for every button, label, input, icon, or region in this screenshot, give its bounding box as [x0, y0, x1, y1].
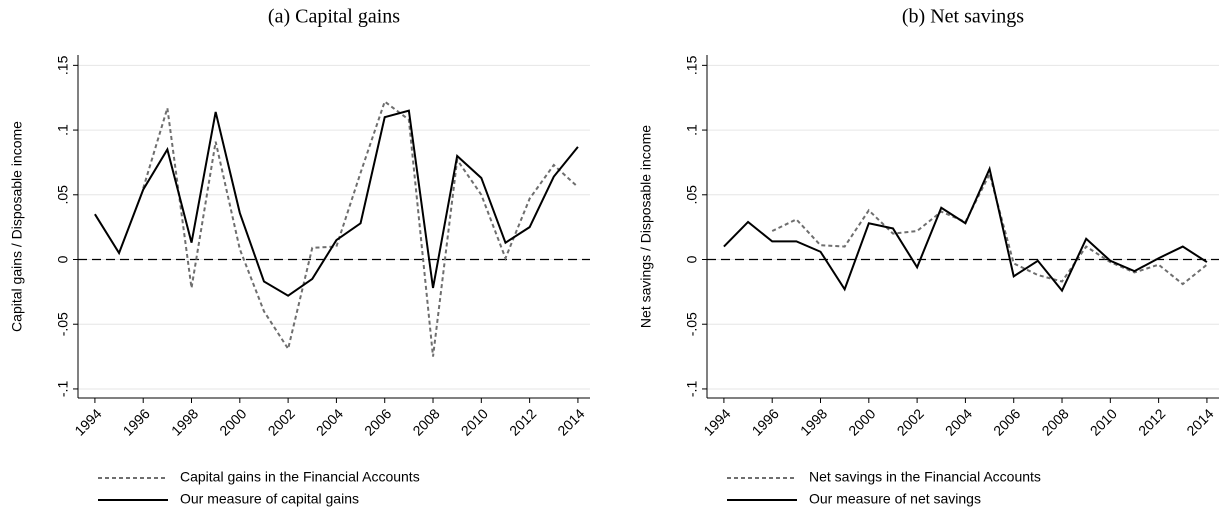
chart-title: (b) Net savings — [902, 6, 1024, 28]
y-tick-label: -.1 — [55, 381, 71, 398]
y-tick-label: 0 — [55, 255, 71, 263]
series-line — [94, 109, 579, 297]
series-line — [723, 165, 1208, 293]
y-tick-label: -.1 — [684, 381, 700, 398]
x-tick-label: 2014 — [554, 405, 587, 438]
legend-label: Our measure of net savings — [809, 491, 981, 507]
x-tick-label: 2008 — [1038, 405, 1071, 438]
x-tick-label: 1998 — [168, 405, 201, 438]
x-tick-label: 2006 — [990, 405, 1023, 438]
x-tick-label: 1994 — [71, 405, 104, 438]
y-tick-label: -.05 — [55, 312, 71, 336]
x-tick-label: 2004 — [313, 405, 346, 438]
x-tick-label: 2002 — [894, 405, 927, 438]
x-tick-label: 1994 — [700, 405, 733, 438]
y-tick-label: -.05 — [684, 312, 700, 336]
y-tick-label: .15 — [684, 55, 700, 75]
x-tick-label: 1998 — [797, 405, 830, 438]
y-tick-label: .15 — [55, 55, 71, 75]
x-tick-label: 2012 — [1135, 405, 1168, 438]
x-tick-label: 1996 — [120, 405, 153, 438]
y-axis-label: Net savings / Disposable income — [638, 125, 654, 328]
x-tick-label: 2012 — [506, 405, 539, 438]
series-line — [771, 171, 1208, 286]
legend-label: Our measure of capital gains — [180, 491, 359, 507]
y-tick-label: .1 — [55, 124, 71, 136]
x-tick-label: 2010 — [458, 405, 491, 438]
y-tick-label: .1 — [684, 124, 700, 136]
y-tick-label: .05 — [55, 185, 71, 205]
legend-label: Capital gains in the Financial Accounts — [180, 469, 420, 485]
x-tick-label: 2014 — [1183, 405, 1216, 438]
x-tick-label: 2004 — [942, 405, 975, 438]
x-tick-label: 2000 — [216, 405, 249, 438]
legend-label: Net savings in the Financial Accounts — [809, 469, 1041, 485]
chart-title: (a) Capital gains — [268, 6, 400, 28]
y-axis-label: Capital gains / Disposable income — [9, 121, 25, 332]
x-tick-label: 2000 — [845, 405, 878, 438]
x-tick-label: 2008 — [409, 405, 442, 438]
x-tick-label: 2010 — [1087, 405, 1120, 438]
y-tick-label: .05 — [684, 185, 700, 205]
x-tick-label: 2006 — [361, 405, 394, 438]
series-line — [142, 99, 579, 357]
x-tick-label: 1996 — [749, 405, 782, 438]
x-tick-label: 2002 — [265, 405, 298, 438]
y-tick-label: 0 — [684, 255, 700, 263]
